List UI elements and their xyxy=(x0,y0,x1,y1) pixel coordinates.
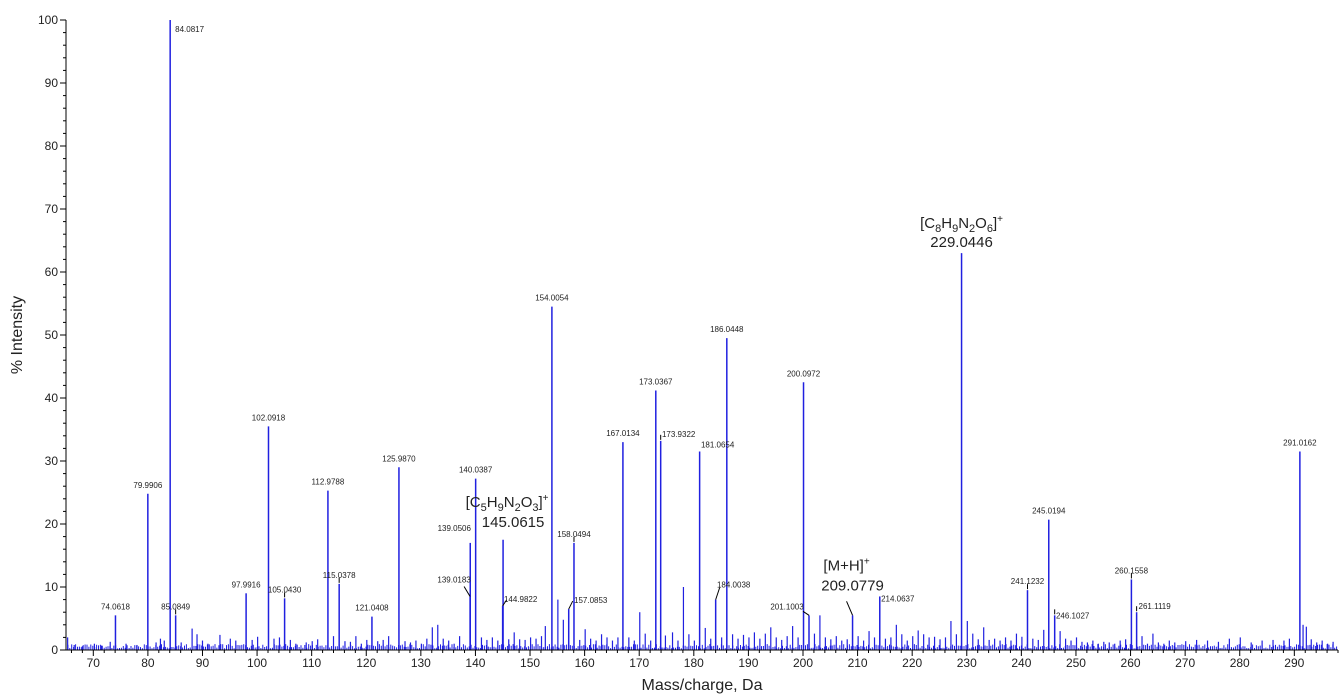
baseline-noise xyxy=(65,644,1338,650)
x-tick-label-230: 230 xyxy=(957,656,977,670)
peak-label-246-1027: 246.1027 xyxy=(1056,611,1090,620)
x-tick-label-280: 280 xyxy=(1230,656,1250,670)
x-tick-label-130: 130 xyxy=(411,656,431,670)
x-tick-label-240: 240 xyxy=(1011,656,1031,670)
peak-label-74-0618: 74.0618 xyxy=(101,602,130,611)
y-tick-label-80: 80 xyxy=(45,139,59,153)
x-tick-label-210: 210 xyxy=(848,656,868,670)
x-tick-label-270: 270 xyxy=(1175,656,1195,670)
x-axis-ticks: 70 80 90 100 110 120 130 140 150 160 170 180 190 200 2… xyxy=(70,650,1339,670)
peak-label-139-0183: 139.0183 xyxy=(437,575,471,584)
x-tick-label-100: 100 xyxy=(247,656,267,670)
x-tick-label-90: 90 xyxy=(196,656,210,670)
peak-label-167-0134: 167.0134 xyxy=(606,429,640,438)
peak-label-201-1003: 201.1003 xyxy=(770,602,804,611)
peak-label-140-0387: 140.0387 xyxy=(459,466,493,475)
annotation-m-plus-h: [M+H]+ xyxy=(823,556,869,574)
x-tick-label-140: 140 xyxy=(465,656,485,670)
peak-label-261-1119: 261.1119 xyxy=(1139,602,1172,611)
peak-label-241-1232: 241.1232 xyxy=(1011,577,1045,586)
x-tick-label-80: 80 xyxy=(141,656,155,670)
peak-label-200-0972: 200.0972 xyxy=(787,369,821,378)
y-axis-title: % Intensity xyxy=(9,296,26,374)
y-axis-ticks: 0 10 20 30 40 50 60 70 80 90 100 xyxy=(38,13,66,657)
peak-label-260-1558: 260.1558 xyxy=(1115,566,1149,575)
fragment-annotations: [C8H9N2O6]+ 229.0446 [C5H9N2O3]+ 145.061… xyxy=(466,214,1004,594)
peak-label-97-9916: 97.9916 xyxy=(232,580,261,589)
peak-labels-layer: 74.0618 79.9906 84.0817 85.0849 97.9916 102.0… xyxy=(101,25,1317,620)
connector-2 xyxy=(568,600,574,610)
annotation-c8h9n2o6-mz: 229.0446 xyxy=(930,234,993,251)
x-tick-label-200: 200 xyxy=(793,656,813,670)
peaks-layer xyxy=(65,20,1338,650)
peak-label-85-0849: 85.0849 xyxy=(161,602,190,611)
peak-label-245-0194: 245.0194 xyxy=(1032,507,1066,516)
annotation-c5h9n2o3-mz: 145.0615 xyxy=(482,514,545,531)
x-tick-label-190: 190 xyxy=(738,656,758,670)
peak-label-173-0367: 173.0367 xyxy=(639,377,673,386)
y-tick-label-50: 50 xyxy=(45,328,59,342)
connector-3 xyxy=(715,587,721,600)
peak-label-84-0817: 84.0817 xyxy=(175,25,204,34)
y-tick-label-40: 40 xyxy=(45,391,59,405)
x-tick-label-180: 180 xyxy=(684,656,704,670)
y-tick-label-0: 0 xyxy=(51,643,58,657)
peak-label-125-9870: 125.9870 xyxy=(382,454,416,463)
peak-label-139-0506: 139.0506 xyxy=(438,524,472,533)
peak-label-121-0408: 121.0408 xyxy=(355,604,389,613)
peak-label-186-0448: 186.0448 xyxy=(710,325,744,334)
y-tick-label-20: 20 xyxy=(45,517,59,531)
peak-label-112-9788: 112.9788 xyxy=(312,478,345,487)
peak-label-291-0162: 291.0162 xyxy=(1283,439,1317,448)
axes-layer xyxy=(65,20,1338,651)
x-tick-label-150: 150 xyxy=(520,656,540,670)
annotation-c5h9n2o3: [C5H9N2O3]+ xyxy=(466,493,549,514)
peak-label-173-9322: 173.9322 xyxy=(662,430,696,439)
connector-1 xyxy=(502,599,508,607)
peak-label-144-9822: 144.9822 xyxy=(504,595,538,604)
x-tick-label-70: 70 xyxy=(87,656,101,670)
y-tick-label-60: 60 xyxy=(45,265,59,279)
x-tick-label-160: 160 xyxy=(575,656,595,670)
x-tick-label-170: 170 xyxy=(629,656,649,670)
x-tick-label-290: 290 xyxy=(1284,656,1304,670)
x-tick-label-220: 220 xyxy=(902,656,922,670)
peak-label-214-0637: 214.0637 xyxy=(881,594,915,603)
connector-0 xyxy=(463,586,471,597)
annotation-c8h9n2o6: [C8H9N2O6]+ xyxy=(920,214,1003,235)
x-axis-title: Mass/charge, Da xyxy=(642,677,763,694)
y-tick-label-70: 70 xyxy=(45,202,59,216)
connector-5 xyxy=(846,601,854,616)
peak-label-105-0430: 105.0430 xyxy=(268,585,302,594)
peak-label-102-0918: 102.0918 xyxy=(252,413,286,422)
x-tick-label-110: 110 xyxy=(302,656,321,670)
peak-label-158-0494: 158.0494 xyxy=(557,530,591,539)
y-tick-label-100: 100 xyxy=(38,13,58,27)
peak-label-181-0654: 181.0654 xyxy=(701,441,735,450)
peak-label-157-0853: 157.0853 xyxy=(574,596,608,605)
y-tick-label-90: 90 xyxy=(45,76,59,90)
peak-label-154-0054: 154.0054 xyxy=(535,294,569,303)
peak-label-184-0038: 184.0038 xyxy=(717,581,751,590)
peak-label-115-0378: 115.0378 xyxy=(323,571,356,580)
annotation-m-plus-h-mz: 209.0779 xyxy=(821,577,884,594)
x-tick-label-250: 250 xyxy=(1066,656,1086,670)
y-tick-label-30: 30 xyxy=(45,454,59,468)
y-tick-label-10: 10 xyxy=(45,580,59,594)
connector-4 xyxy=(802,610,810,616)
x-tick-label-120: 120 xyxy=(356,656,376,670)
x-tick-label-260: 260 xyxy=(1121,656,1141,670)
peak-label-79-9906: 79.9906 xyxy=(133,481,162,490)
